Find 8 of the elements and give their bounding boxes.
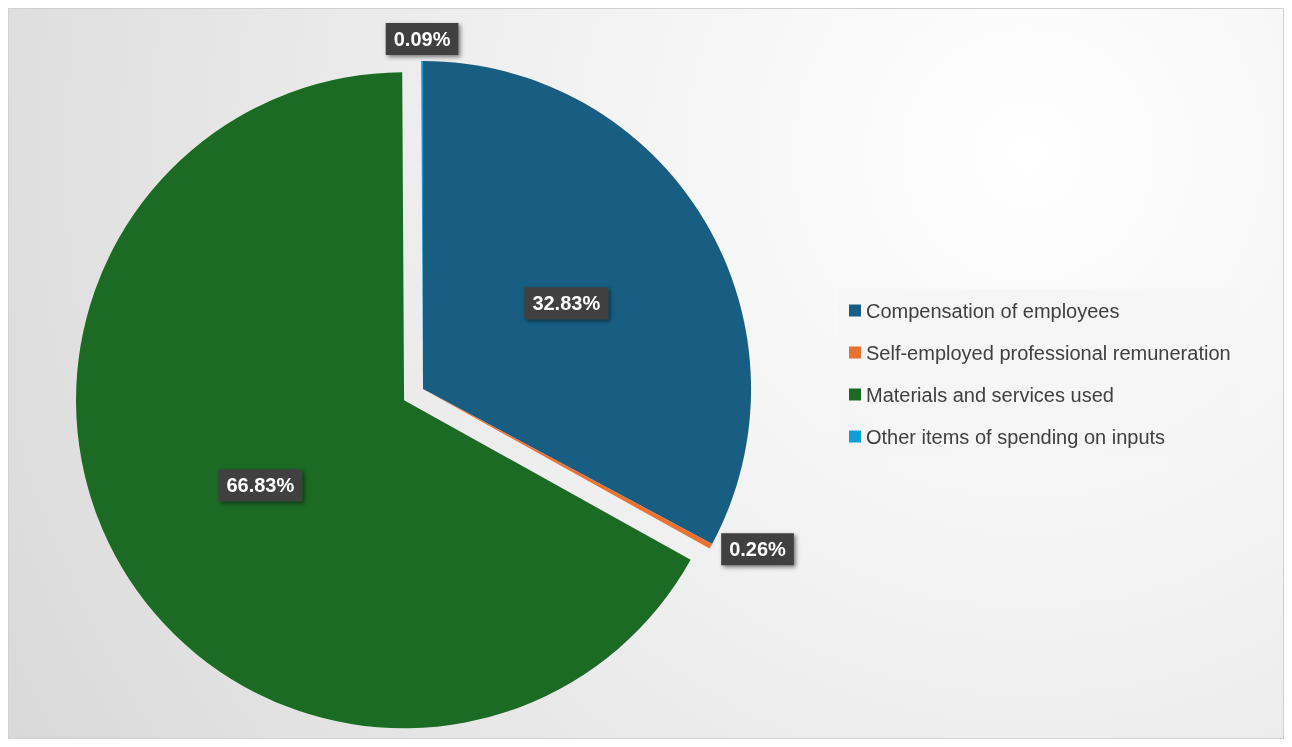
data-label: 32.83% — [532, 292, 601, 315]
legend-label: Compensation of employees — [866, 299, 1120, 322]
data-label: 0.26% — [729, 538, 787, 561]
legend-label: Other items of spending on inputs — [866, 425, 1166, 448]
data-label: 0.09% — [393, 27, 451, 50]
legend-label: Self-employed professional remuneration — [866, 341, 1231, 364]
data-label: 66.83% — [226, 474, 295, 497]
legend-label: Materials and services used — [866, 383, 1114, 406]
